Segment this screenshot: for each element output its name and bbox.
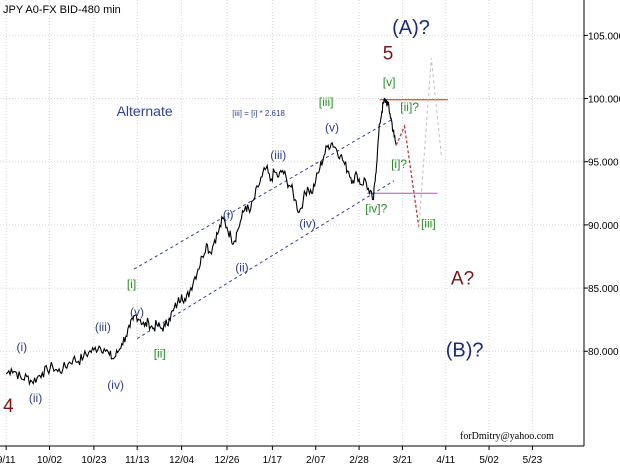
y-tick-label: 85.000 xyxy=(588,284,619,295)
wave-label: (v) xyxy=(325,120,339,134)
channel-line xyxy=(133,118,394,270)
price-series xyxy=(5,58,443,387)
wave-label: (iii) xyxy=(95,320,111,334)
x-tick-label: 4/11 xyxy=(436,455,455,466)
wave-label: 5 xyxy=(383,43,394,64)
wave-label: [iii] = [i] * 2.618 xyxy=(232,109,285,118)
x-tick-label: 12/04 xyxy=(169,455,194,466)
wave-label: (iii) xyxy=(270,148,286,162)
wave-label: [i] xyxy=(127,277,136,291)
wave-label: [iii] xyxy=(319,95,334,109)
plot-area xyxy=(0,0,584,446)
wave-label: (i) xyxy=(17,340,28,354)
y-tick-label: 100.000 xyxy=(588,95,620,106)
wave-label: [ii]? xyxy=(400,100,419,114)
wave-label: (ii) xyxy=(235,261,248,275)
horizontal-levels xyxy=(367,99,448,194)
x-tick-label: 5/23 xyxy=(523,455,543,466)
wave-label: (B)? xyxy=(446,339,484,361)
wave-labels: (i) (ii) (iii) (iv) [i] (v) [ii] (i) (ii) (iii) (i… xyxy=(3,17,483,417)
chart-title: JPY A0-FX BID-480 min xyxy=(3,4,121,16)
x-tick-label: 2/28 xyxy=(349,455,369,466)
x-tick-label: 11/13 xyxy=(125,455,150,466)
wave-label: [iii] xyxy=(421,216,436,230)
projection-dotted-line xyxy=(395,123,420,228)
y-tick-label: 90.000 xyxy=(588,221,619,232)
wave-label: Alternate xyxy=(117,103,173,119)
wave-label: 4 xyxy=(3,396,14,417)
x-axis: 9/11 10/02 10/23 11/13 12/04 12/26 1/17 2/07 2/2… xyxy=(0,446,543,466)
trend-channel xyxy=(133,118,395,340)
x-tick-label: 10/02 xyxy=(37,455,62,466)
wave-label: (iv) xyxy=(107,378,124,392)
x-tick-label: 5/02 xyxy=(479,455,499,466)
wave-label: (i) xyxy=(223,208,234,222)
price-line xyxy=(5,97,397,387)
projection-dashed-line xyxy=(418,58,443,228)
channel-line xyxy=(136,180,395,340)
wave-label: [iv]? xyxy=(365,201,387,215)
x-tick-label: 10/23 xyxy=(81,455,106,466)
watermark: forDmitry@yahoo.com xyxy=(460,431,554,442)
y-tick-label: 95.000 xyxy=(588,158,619,169)
wave-label: [i]? xyxy=(391,157,407,171)
wave-label: A? xyxy=(451,268,474,289)
x-tick-label: 9/11 xyxy=(0,455,16,466)
wave-label: (iv) xyxy=(299,216,316,230)
y-tick-label: 80.000 xyxy=(588,347,619,358)
y-tick-label: 105.000 xyxy=(588,31,620,42)
wave-label: (ii) xyxy=(29,391,42,405)
wave-label: [v] xyxy=(383,75,396,89)
grid-lines xyxy=(0,0,584,446)
x-tick-label: 2/07 xyxy=(306,455,326,466)
x-tick-label: 1/17 xyxy=(263,455,283,466)
wave-label: [ii] xyxy=(154,347,166,361)
x-tick-label: 3/21 xyxy=(393,455,413,466)
wave-label: (v) xyxy=(130,305,144,319)
wave-label: (A)? xyxy=(392,17,430,39)
y-axis: 80.000 85.000 90.000 95.000 100.000 105.000 xyxy=(584,31,620,358)
x-tick-label: 12/26 xyxy=(214,455,239,466)
